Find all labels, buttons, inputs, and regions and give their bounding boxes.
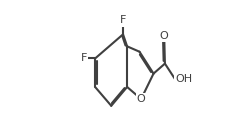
Text: O: O <box>160 31 168 41</box>
Text: F: F <box>120 15 126 25</box>
Text: F: F <box>80 53 87 63</box>
Text: O: O <box>137 94 145 104</box>
Text: OH: OH <box>175 74 192 84</box>
